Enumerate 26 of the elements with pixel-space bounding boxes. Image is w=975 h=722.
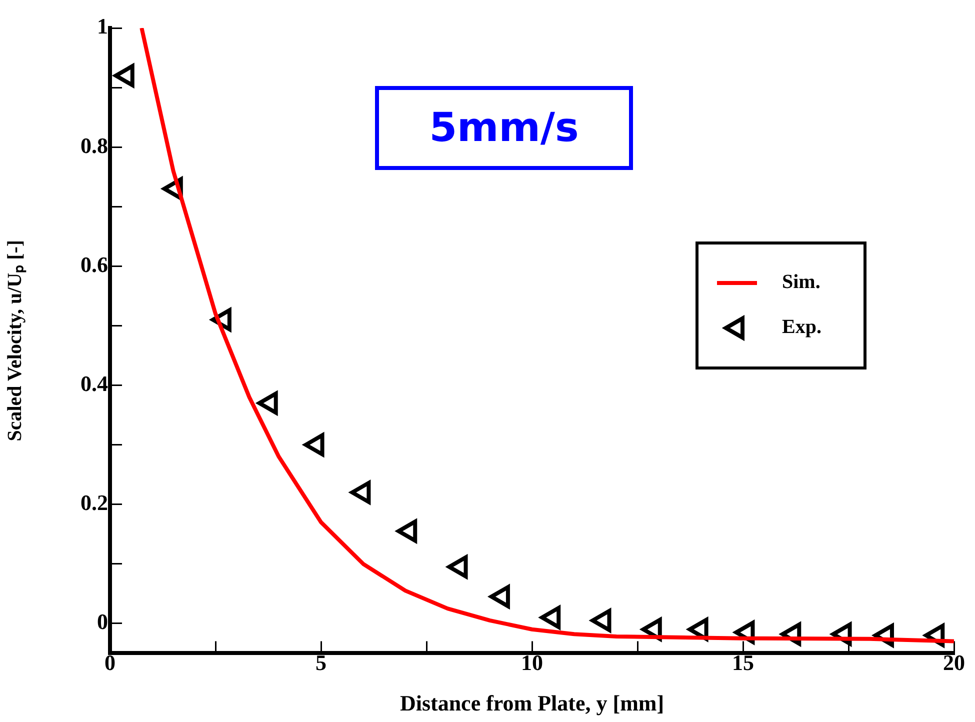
point (304, 433, 324, 456)
y-tick-label: 0 (97, 609, 108, 634)
y-tick-label: 0.8 (80, 132, 108, 158)
legend-label: Exp. (782, 316, 822, 338)
y-axis-title: Scaled Velocity, u/Uₚ [-] (4, 240, 28, 442)
x-tick-label: 20 (943, 650, 965, 676)
x-tick-label: 5 (316, 650, 326, 676)
point (350, 480, 371, 504)
y-tick-label: 0.4 (80, 370, 108, 396)
point (447, 555, 468, 578)
y-tick-label: 1 (97, 14, 108, 39)
point (489, 585, 510, 608)
x-tick-label: 15 (732, 650, 754, 676)
point (540, 606, 561, 629)
point (590, 608, 612, 632)
point (257, 392, 278, 415)
point (641, 618, 662, 641)
legend-label: Sim. (782, 271, 820, 294)
point (688, 618, 708, 641)
point (114, 64, 134, 88)
y-tick-label: 0.2 (80, 490, 108, 516)
point (396, 520, 418, 543)
x-tick-label: 10 (521, 650, 543, 676)
text-box: 5mm/s (375, 86, 633, 170)
x-axis-title: Distance from Plate, y [mm] (400, 690, 664, 716)
y-tick-label: 0.6 (80, 252, 108, 277)
